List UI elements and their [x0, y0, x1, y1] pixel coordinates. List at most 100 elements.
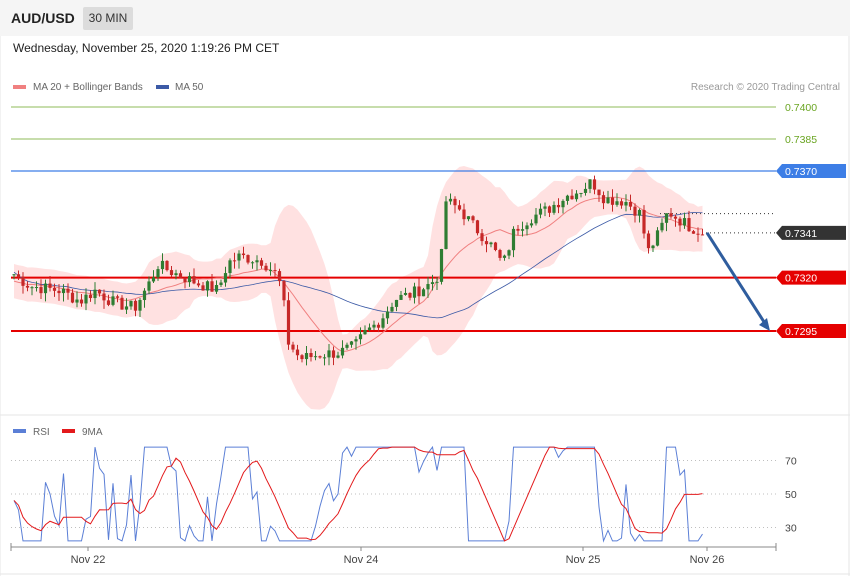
- candle-body: [133, 300, 138, 311]
- candle-body: [471, 216, 475, 221]
- candle-body: [696, 233, 700, 235]
- candle-body: [633, 206, 637, 216]
- candle-body: [534, 214, 538, 224]
- candle-body: [214, 285, 219, 292]
- candle-body: [205, 281, 210, 291]
- candle-body: [700, 234, 705, 236]
- datetime-label: Wednesday, November 25, 2020 1:19:26 PM …: [13, 41, 280, 55]
- candle-body: [493, 242, 498, 251]
- price-label: 0.7320: [785, 273, 817, 285]
- ma20-legend-label: MA 20 + Bollinger Bands: [33, 82, 143, 93]
- rsi-ma-line: [13, 446, 703, 542]
- ma20-legend-swatch: [13, 85, 26, 89]
- rsi-tick-label: 30: [785, 523, 797, 535]
- candle-body: [669, 213, 673, 217]
- candle-body: [561, 200, 565, 208]
- candle-body: [300, 355, 304, 360]
- price-plot: [11, 106, 776, 410]
- candle-body: [268, 270, 273, 272]
- candle-body: [75, 299, 79, 303]
- candle-body: [421, 289, 426, 297]
- candle-body: [417, 286, 421, 297]
- price-label-tag: [776, 324, 846, 338]
- candle-body: [408, 292, 412, 298]
- candle-body: [574, 193, 579, 200]
- candle-body: [259, 260, 264, 266]
- candle-body: [232, 260, 237, 262]
- candle-body: [93, 289, 97, 299]
- candle-body: [462, 209, 466, 220]
- candle-body: [372, 324, 376, 328]
- candle-body: [246, 255, 250, 263]
- candle-body: [412, 286, 417, 298]
- candle-body: [147, 281, 151, 291]
- candle-body: [25, 285, 30, 288]
- candle-body: [385, 311, 390, 319]
- candle-body: [318, 356, 322, 358]
- candle-body: [309, 353, 313, 358]
- candle-body: [291, 344, 295, 350]
- candle-body: [435, 281, 439, 283]
- candle-body: [430, 282, 435, 285]
- candle-body: [228, 260, 232, 274]
- candle-body: [282, 281, 286, 301]
- candle-body: [219, 282, 223, 286]
- candle-body: [628, 202, 633, 207]
- candle-body: [673, 216, 678, 219]
- candle-body: [529, 223, 534, 226]
- candle-body: [349, 341, 354, 345]
- candle-body: [588, 179, 592, 189]
- candle-body: [57, 290, 61, 294]
- candle-body: [624, 202, 628, 206]
- candle-body: [102, 293, 106, 301]
- candle-body: [43, 283, 48, 294]
- bollinger-band: [14, 165, 703, 410]
- candle-body: [237, 253, 241, 261]
- candle-body: [295, 349, 300, 356]
- candle-body: [453, 198, 457, 206]
- candle-body: [597, 189, 601, 196]
- candle-body: [111, 296, 115, 305]
- candle-body: [619, 201, 624, 206]
- candle-body: [444, 201, 448, 249]
- candle-body: [210, 281, 214, 292]
- candle-body: [498, 250, 502, 258]
- candle-body: [354, 339, 358, 342]
- candle-body: [115, 296, 120, 298]
- x-axis: Nov 22 Nov 24 Nov 25 Nov 26: [10, 543, 777, 566]
- candle-body: [426, 284, 430, 290]
- candle-body: [502, 255, 507, 258]
- candle-body: [331, 350, 336, 358]
- candle-body: [88, 294, 93, 299]
- candle-body: [12, 274, 16, 276]
- candle-body: [520, 229, 525, 231]
- candle-body: [255, 260, 259, 263]
- candle-body: [516, 228, 520, 231]
- ma20-line: [13, 196, 703, 353]
- price-label: 0.7400: [785, 102, 817, 114]
- candle-body: [160, 260, 165, 270]
- candle-body: [511, 228, 516, 251]
- candle-body: [556, 204, 561, 208]
- timeframe-button[interactable]: 30 MIN: [83, 7, 133, 30]
- candle-body: [183, 277, 187, 283]
- price-label-tag: [776, 270, 846, 285]
- candle-body: [570, 195, 574, 200]
- candle-body: [660, 222, 664, 231]
- candle-body: [403, 292, 408, 295]
- candle-body: [138, 300, 142, 311]
- rsi-plot: 70 50 30: [11, 445, 797, 543]
- ma50-legend-swatch: [156, 85, 169, 89]
- candle-body: [592, 179, 597, 190]
- candle-body: [448, 198, 453, 202]
- candle-body: [466, 216, 471, 220]
- candle-body: [196, 283, 201, 286]
- candle-body: [129, 300, 133, 307]
- rsi-ma-legend-swatch: [62, 429, 75, 433]
- candle-body: [646, 233, 651, 249]
- candle-body: [151, 277, 156, 282]
- forecast-arrow-shaft: [705, 232, 768, 326]
- candle-body: [489, 242, 493, 245]
- x-tick-label: Nov 24: [344, 554, 379, 566]
